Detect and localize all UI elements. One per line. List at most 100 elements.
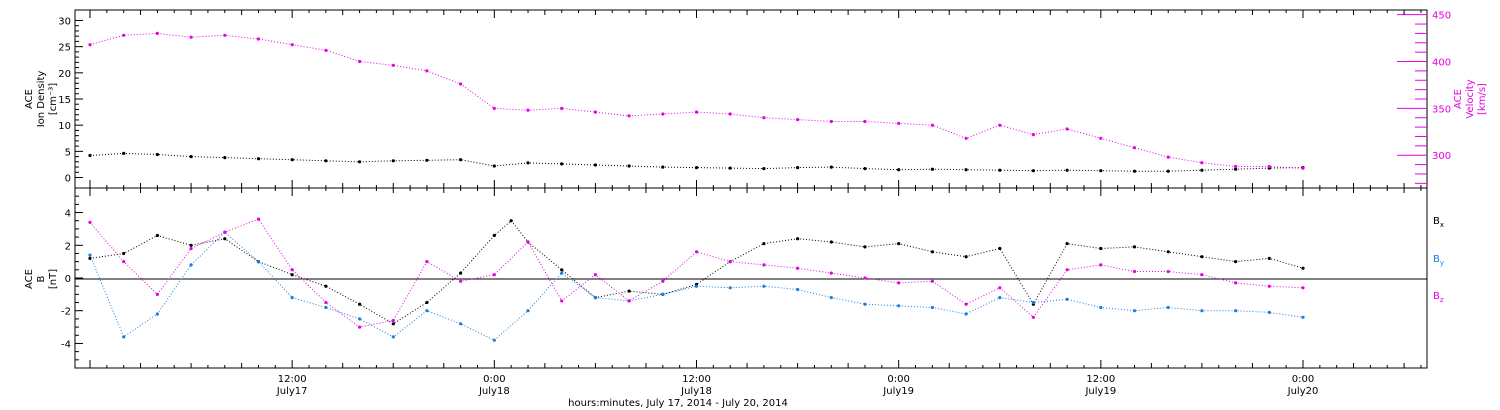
- by-point: [1301, 315, 1305, 319]
- bz-point: [526, 240, 530, 244]
- bz-point: [459, 279, 463, 283]
- b-tick-label: 0: [65, 274, 71, 285]
- velocity-point: [1132, 146, 1137, 150]
- bz-point: [1031, 315, 1035, 319]
- density-axis-ticks: 0 5 10 15 20 25 30: [58, 16, 83, 185]
- x-tick-date-label: July19: [1084, 386, 1116, 397]
- bz-point: [796, 266, 800, 270]
- density-axis-label-3: [cm⁻³]: [48, 83, 59, 115]
- bz-point: [324, 300, 328, 305]
- bz-point: [1099, 263, 1103, 267]
- density-point: [358, 160, 362, 164]
- density-point: [998, 168, 1002, 172]
- bottom-panel: -4 -2 0 2 4 ACE B [nT] Bx By Bz: [24, 187, 1444, 369]
- b-tick-label: 2: [65, 241, 71, 252]
- velocity-tick-label: 400: [1432, 58, 1451, 69]
- velocity-point: [358, 59, 362, 64]
- velocity-point: [1301, 166, 1305, 170]
- x-tick-time-label: 0:00: [887, 374, 909, 385]
- b-tick-label: -4: [61, 339, 71, 350]
- velocity-point: [223, 33, 227, 37]
- density-point: [762, 167, 766, 171]
- by-point: [189, 263, 193, 267]
- bx-point: [1267, 256, 1271, 260]
- velocity-axis-label-1: ACE: [1453, 89, 1464, 109]
- bz-point: [694, 250, 699, 254]
- bz-point: [1065, 268, 1069, 272]
- legend-bx: Bx: [1433, 216, 1444, 229]
- x-tick-date-label: July18: [680, 386, 712, 397]
- x-tick-time-label: 12:00: [1086, 374, 1115, 385]
- b-axis-label-3: [nT]: [48, 269, 59, 289]
- velocity-axis-ticks: 300 350 400 450: [1397, 11, 1451, 184]
- density-trace: [89, 152, 1304, 172]
- density-tick-label: 5: [65, 147, 71, 158]
- bx-point: [358, 302, 362, 306]
- density-point: [560, 162, 564, 166]
- x-tick-time-label: 12:00: [278, 374, 307, 385]
- bx-point: [930, 250, 935, 254]
- bx-point: [863, 245, 867, 249]
- time-axis-ticks: [89, 10, 1422, 368]
- by-point: [290, 296, 294, 300]
- legend-by: By: [1433, 254, 1444, 267]
- bx-point: [1200, 255, 1204, 259]
- density-tick-label: 15: [58, 95, 71, 106]
- velocity-point: [1267, 164, 1271, 169]
- b-axis-label-2: B: [36, 275, 47, 282]
- by-point: [661, 292, 665, 296]
- by-point: [1132, 309, 1137, 313]
- bx-point: [391, 322, 395, 326]
- x-tick-date-label: July20: [1287, 386, 1319, 397]
- velocity-point: [560, 106, 564, 110]
- density-point: [290, 158, 294, 162]
- density-point: [1132, 169, 1137, 173]
- velocity-point: [694, 110, 699, 114]
- velocity-point: [155, 31, 159, 35]
- density-point: [593, 163, 598, 167]
- density-tick-label: 10: [58, 121, 71, 132]
- by-point: [1234, 309, 1238, 313]
- velocity-axis-label-2: Velocity: [1465, 79, 1476, 118]
- bz-point: [762, 263, 766, 267]
- by-point: [964, 312, 968, 316]
- velocity-point: [324, 48, 328, 52]
- density-series: [88, 151, 1305, 173]
- bz-trace: [89, 218, 1304, 328]
- bx-point: [189, 243, 193, 247]
- by-point: [1031, 300, 1035, 305]
- density-point: [728, 166, 732, 170]
- bz-point: [863, 276, 867, 280]
- bottom-panel-frame: [74, 187, 1428, 369]
- legend-bz: Bz: [1433, 291, 1444, 304]
- bz-point: [1267, 284, 1271, 288]
- time-axis-labels: 12:00July170:00July1812:00July180:00July…: [276, 374, 1319, 397]
- density-tick-label: 30: [58, 16, 71, 27]
- bz-point: [897, 281, 901, 285]
- density-point: [1166, 169, 1170, 173]
- by-point: [492, 338, 496, 342]
- velocity-trace: [89, 32, 1304, 169]
- density-point: [897, 168, 901, 172]
- x-tick-time-label: 12:00: [682, 374, 711, 385]
- bx-point: [1166, 250, 1170, 254]
- by-point: [796, 287, 800, 292]
- bx-point: [492, 233, 496, 238]
- density-point: [459, 158, 463, 162]
- by-trace: [89, 231, 1304, 341]
- x-tick-date-label: July18: [478, 386, 510, 397]
- by-point: [762, 284, 766, 288]
- x-axis-title: hours:minutes, July 17, 2014 - July 20, …: [568, 398, 788, 409]
- density-axis-label-1: ACE: [24, 89, 35, 109]
- by-point: [358, 317, 362, 321]
- velocity-tick-label: 350: [1432, 104, 1451, 115]
- by-point: [863, 302, 867, 306]
- bx-trace: [89, 219, 1304, 325]
- x-tick-date-label: July17: [276, 386, 308, 397]
- density-axis-label-2: Ion Density: [36, 71, 47, 128]
- velocity-series: [88, 31, 1305, 170]
- bx-point: [1065, 242, 1069, 246]
- velocity-point: [492, 106, 496, 110]
- density-point: [1031, 169, 1035, 173]
- bz-point: [1301, 286, 1305, 290]
